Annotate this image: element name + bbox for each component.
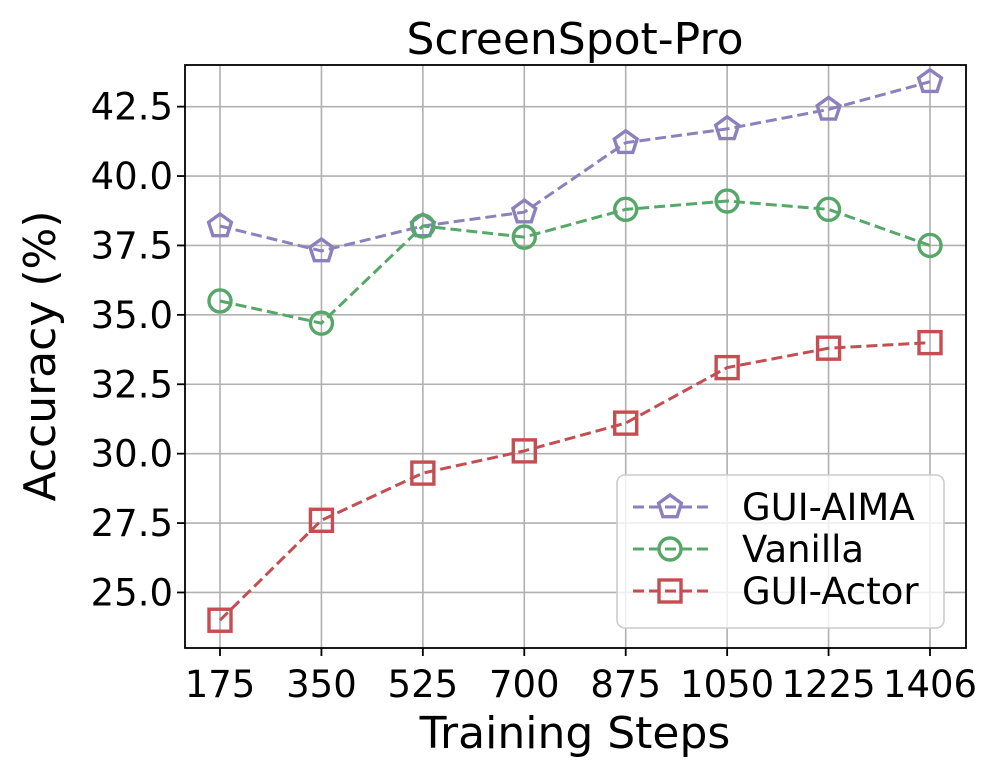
x-tick-label: 175	[185, 663, 256, 706]
data-point-gui-actor	[613, 410, 639, 436]
data-point-vanilla	[511, 224, 537, 250]
legend-marker	[657, 536, 683, 562]
data-point-vanilla	[308, 310, 335, 336]
data-point-vanilla	[207, 288, 233, 314]
x-tick-label: 350	[286, 663, 357, 706]
y-axis-title: Accuracy (%)	[15, 210, 66, 501]
series-group	[206, 67, 944, 633]
legend-label: Vanilla	[742, 528, 864, 571]
plot-frame	[184, 64, 967, 649]
legend-marker	[657, 578, 683, 604]
chart-title: ScreenSpot-Pro	[407, 14, 744, 65]
legend-item-vanilla: Vanilla	[633, 528, 864, 571]
x-tick-label: 1406	[883, 663, 977, 706]
data-point-gui-actor	[714, 354, 740, 381]
data-point-gui-actor	[308, 507, 335, 533]
legend-marker	[656, 492, 684, 519]
y-tick-label: 42.5	[91, 86, 173, 129]
y-tick-label: 30.0	[91, 433, 173, 476]
y-tick-label: 37.5	[91, 224, 173, 267]
data-point-vanilla	[714, 188, 740, 214]
x-axis-ticks: 175 350 525 700 875 1050 1225 1406	[185, 648, 977, 706]
x-tick-label: 700	[489, 663, 560, 706]
data-point-gui-aima	[713, 114, 741, 141]
legend-label: GUI-AIMA	[742, 486, 915, 529]
legend-item-gui-actor: GUI-Actor	[633, 570, 919, 613]
legend-item-gui-aima: GUI-AIMA	[633, 486, 915, 529]
data-point-gui-aima	[612, 128, 640, 155]
data-point-gui-actor	[815, 335, 842, 361]
x-tick-label: 525	[388, 663, 459, 706]
data-point-gui-aima	[916, 67, 944, 94]
x-tick-label: 1050	[680, 663, 774, 706]
data-point-gui-aima	[510, 197, 538, 224]
x-tick-label: 1225	[781, 663, 875, 706]
x-axis-title: Training Steps	[419, 708, 731, 759]
data-point-gui-actor	[410, 460, 436, 486]
data-point-gui-actor	[917, 329, 943, 356]
y-axis-ticks: 25.0 27.5 30.0 32.5 35.0 37.5 40.0 42.5	[91, 86, 185, 614]
data-point-vanilla	[917, 232, 943, 259]
x-tick-label: 875	[590, 663, 661, 706]
y-tick-label: 35.0	[91, 294, 173, 337]
data-point-gui-actor	[511, 438, 537, 464]
y-tick-label: 40.0	[91, 155, 173, 198]
data-point-gui-aima	[307, 236, 335, 263]
y-tick-label: 25.0	[91, 571, 173, 614]
legend-label: GUI-Actor	[742, 570, 919, 613]
data-point-gui-aima	[815, 95, 843, 121]
data-point-gui-aima	[206, 211, 234, 238]
series-line-gui-aima	[219, 80, 931, 253]
series-line-gui-actor	[218, 341, 931, 622]
data-point-vanilla	[410, 213, 436, 239]
y-tick-label: 32.5	[91, 363, 173, 406]
data-point-vanilla	[815, 196, 842, 223]
data-point-gui-actor	[207, 607, 233, 633]
data-point-vanilla	[613, 196, 639, 223]
y-tick-label: 27.5	[91, 502, 173, 545]
series-gui-aima	[206, 67, 944, 263]
series-gui-actor	[207, 329, 943, 633]
series-vanilla	[207, 188, 943, 336]
